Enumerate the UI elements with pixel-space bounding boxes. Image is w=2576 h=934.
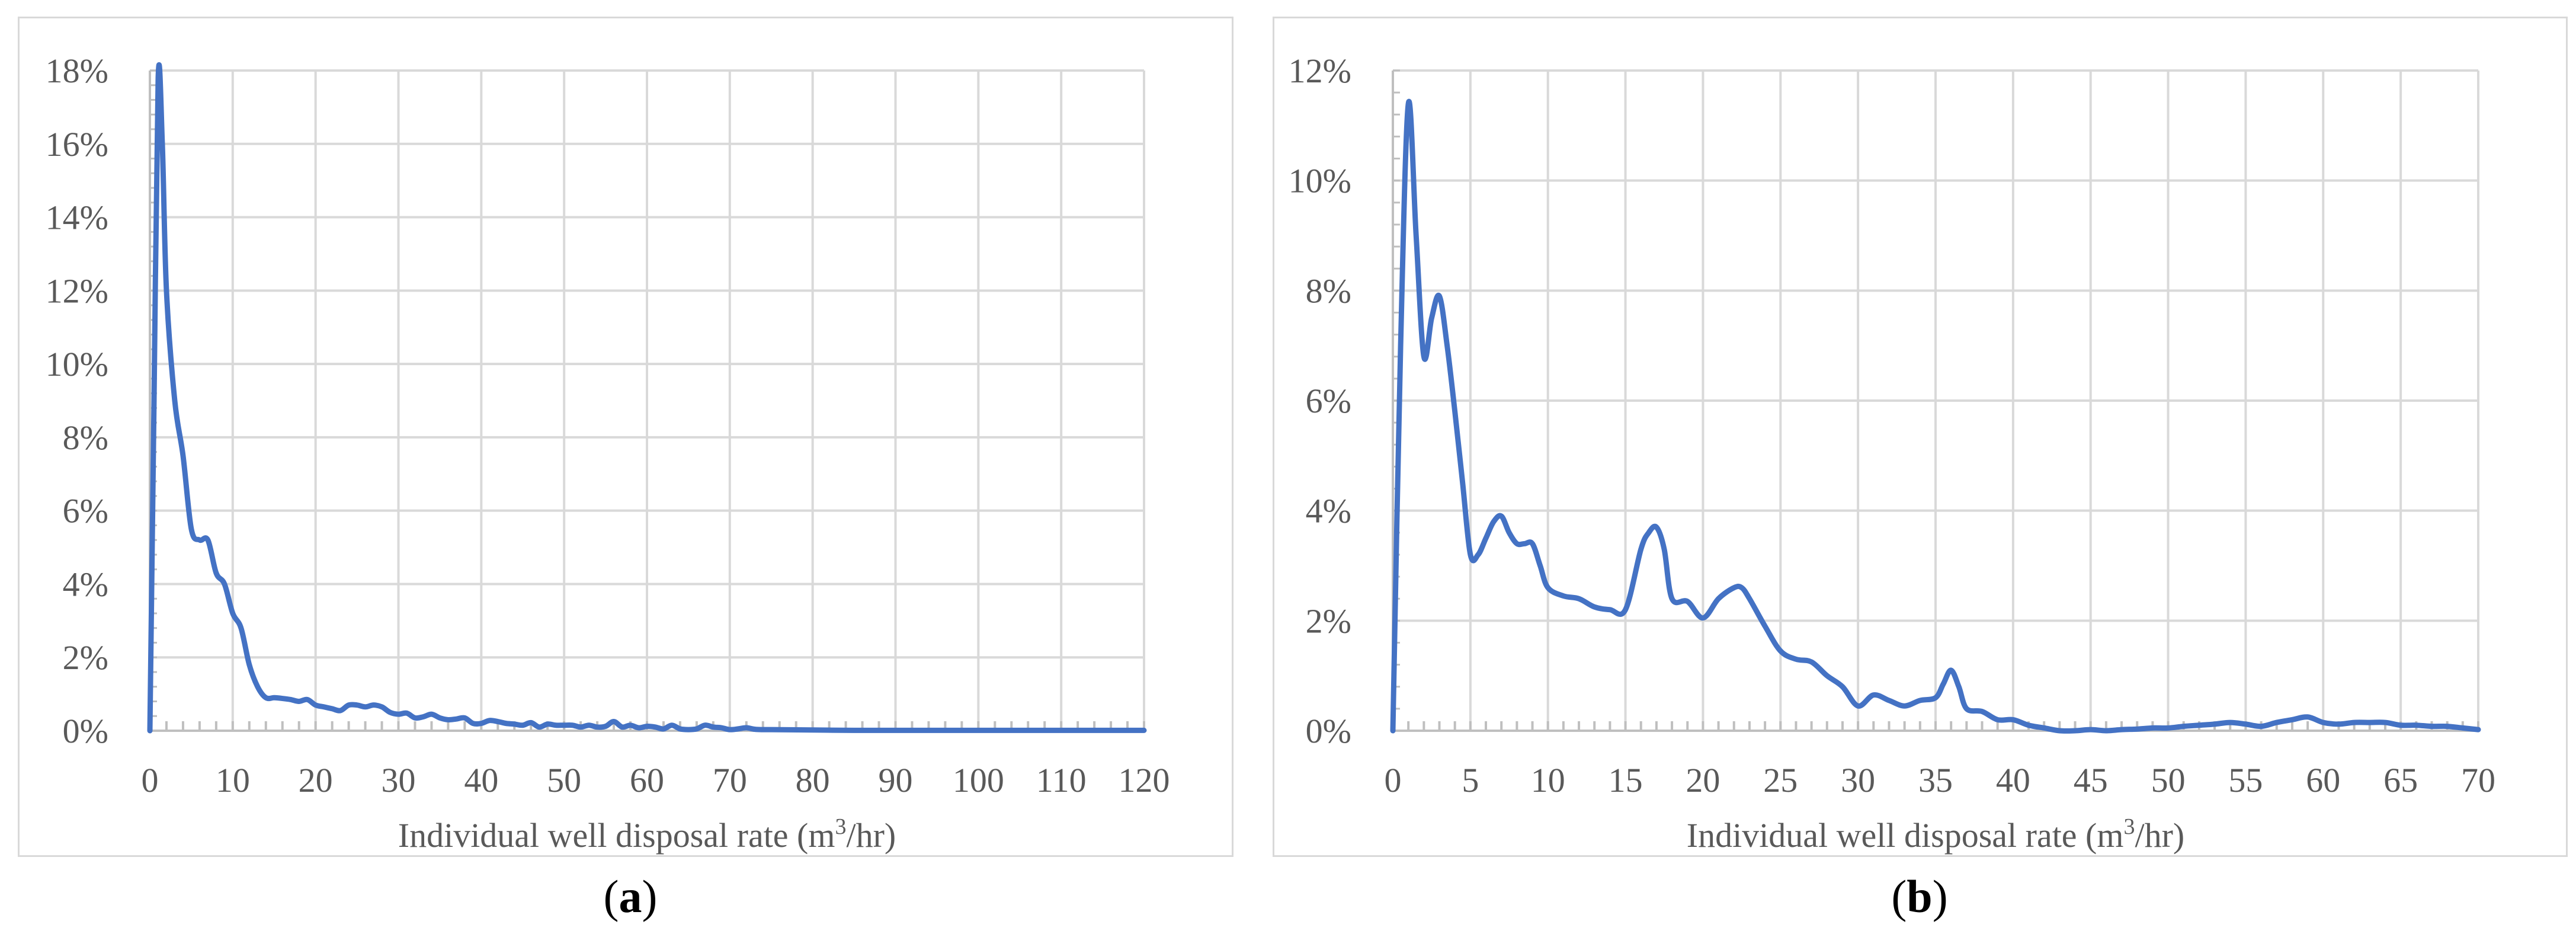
chart-b-y-tick-label: 6%: [1306, 382, 1351, 420]
chart-a-x-tick-label: 120: [1119, 761, 1170, 799]
chart-a-x-tick-label: 80: [796, 761, 830, 799]
chart-a-y-tick-label: 0%: [63, 712, 108, 750]
chart-b-y-tick-label: 2%: [1306, 602, 1351, 640]
chart-a-x-tick-label: 70: [713, 761, 747, 799]
chart-a-y-tick-label: 14%: [46, 199, 108, 237]
chart-a-x-tick-label: 10: [216, 761, 250, 799]
chart-b-y-tick-label: 4%: [1306, 492, 1351, 530]
chart-b-x-tick-label: 25: [1763, 761, 1798, 799]
chart-a-svg: 0 10 20 30 40 50 60 70 80 90 100 110 120 0% 2% 4% 6% 8% 10…: [46, 52, 1170, 855]
chart-b-y-tick-label: 8%: [1306, 271, 1351, 310]
chart-b-y-tick-label: 10%: [1289, 162, 1351, 200]
chart-b-x-tick-label: 60: [2306, 761, 2340, 799]
chart-a-x-axis-label: Individual well disposal rate (m3/hr): [398, 814, 896, 855]
chart-a-y-tick-label: 12%: [46, 271, 108, 310]
chart-a-y-tick-label: 4%: [63, 565, 108, 603]
chart-a-x-tick-label: 110: [1036, 761, 1087, 799]
chart-b-x-tick-label: 35: [1918, 761, 1953, 799]
caption-a: (a): [603, 871, 658, 922]
chart-b-x-axis-label: Individual well disposal rate (m3/hr): [1687, 814, 2184, 855]
chart-b-y-tick-label: 0%: [1306, 712, 1351, 750]
chart-a-x-tick-label: 60: [630, 761, 664, 799]
chart-b-y-tick-label: 12%: [1289, 52, 1351, 90]
chart-a-x-tick-label: 50: [547, 761, 581, 799]
chart-a-y-tick-label: 16%: [46, 125, 108, 164]
chart-a-x-tick-label: 30: [382, 761, 416, 799]
chart-a-y-tick-label: 10%: [46, 345, 108, 383]
chart-b-x-tick-label: 40: [1996, 761, 2030, 799]
chart-b-x-tick-label: 30: [1841, 761, 1875, 799]
chart-b-x-tick-label: 10: [1531, 761, 1565, 799]
chart-b-x-tick-label: 5: [1462, 761, 1479, 799]
chart-a-y-tick-label: 18%: [46, 52, 108, 90]
chart-a-grid: [150, 69, 1145, 731]
caption-b: (b): [1891, 871, 1948, 922]
chart-b-x-tick-label: 20: [1686, 761, 1720, 799]
chart-a-x-tick-label: 0: [142, 761, 159, 799]
chart-b-series-line: [1390, 98, 2481, 734]
chart-a-y-tick-label: 2%: [63, 638, 108, 677]
chart-a-y-tick-label: 6%: [63, 492, 108, 530]
chart-b-x-tick-label: 45: [2074, 761, 2108, 799]
chart-b-x-tick-label: 70: [2461, 761, 2495, 799]
chart-a-y-tick-label: 8%: [63, 418, 108, 457]
chart-a-x-tick-label: 90: [879, 761, 913, 799]
chart-a-x-tick-label: 20: [299, 761, 333, 799]
chart-b-x-tick-label: 55: [2228, 761, 2263, 799]
chart-a-series-line: [147, 62, 1147, 734]
chart-b-x-tick-label: 0: [1385, 761, 1402, 799]
chart-panel-b: 0 5 10 15 20 25 30 35 40 45 50 55 60 65 70 0% 2% 4% 6% 8% 10…: [1273, 17, 2568, 857]
chart-b-svg: 0 5 10 15 20 25 30 35 40 45 50 55 60 65 70 0% 2% 4% 6% 8% 10…: [1289, 52, 2495, 855]
chart-b-x-tick-label: 50: [2151, 761, 2186, 799]
chart-panel-a: 0 10 20 30 40 50 60 70 80 90 100 110 120 0% 2% 4% 6% 8% 10…: [18, 17, 1233, 857]
chart-b-x-tick-label: 15: [1609, 761, 1643, 799]
chart-b-x-tick-label: 65: [2383, 761, 2418, 799]
chart-b-grid: [1393, 69, 2479, 731]
chart-a-x-tick-label: 40: [464, 761, 498, 799]
chart-a-x-tick-label: 100: [953, 761, 1004, 799]
